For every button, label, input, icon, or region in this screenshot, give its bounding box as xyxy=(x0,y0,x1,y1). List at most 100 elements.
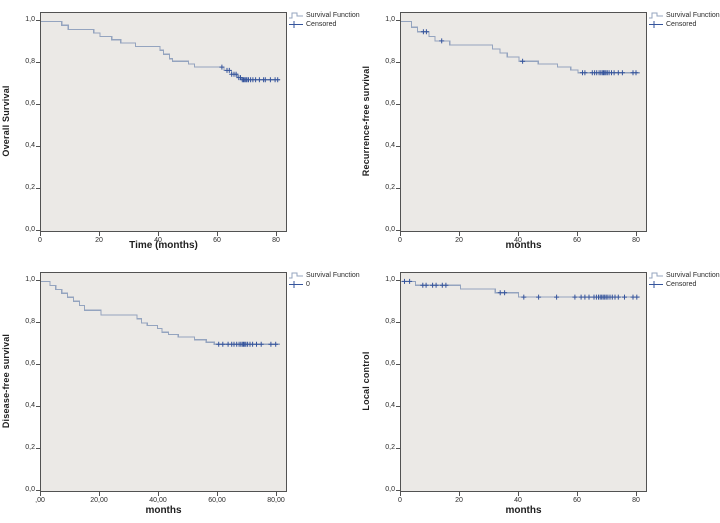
y-tick xyxy=(36,188,40,189)
y-tick-label: 0,6 xyxy=(25,100,35,107)
legend: Survival Function Censored xyxy=(288,11,360,29)
x-tick-label: 20,00 xyxy=(90,497,108,504)
legend-item-survival-function: Survival Function xyxy=(288,271,360,280)
x-tick xyxy=(636,232,637,236)
x-tick xyxy=(276,492,277,496)
y-axis-label: Disease-free survival xyxy=(1,333,11,429)
x-tick xyxy=(459,492,460,496)
y-tick xyxy=(396,280,400,281)
plot-area xyxy=(400,272,647,492)
y-tick xyxy=(396,406,400,407)
x-tick-label: 20 xyxy=(95,237,103,244)
y-tick xyxy=(396,490,400,491)
legend-item-censored: Censored xyxy=(288,20,360,29)
y-tick-label: 0,0 xyxy=(25,486,35,493)
plus-glyph-icon xyxy=(649,281,663,288)
y-tick xyxy=(36,146,40,147)
censored-marks xyxy=(402,278,640,300)
legend-label: Survival Function xyxy=(666,12,720,19)
x-tick xyxy=(400,492,401,496)
y-tick xyxy=(396,188,400,189)
y-tick-label: 0,4 xyxy=(385,142,395,149)
legend-label: Survival Function xyxy=(666,272,720,279)
x-axis-label: months xyxy=(505,240,542,251)
x-tick xyxy=(99,232,100,236)
y-tick-label: 0,0 xyxy=(25,226,35,233)
x-tick xyxy=(217,492,218,496)
censored-plus-icon xyxy=(219,64,281,83)
y-tick-label: 1,0 xyxy=(25,16,35,23)
plus-glyph-icon xyxy=(289,281,303,288)
x-tick-label: 80 xyxy=(632,237,640,244)
censored-marks xyxy=(219,64,281,83)
x-tick-label: 20 xyxy=(455,237,463,244)
panel-overall-survival: Overall Survival Time (months) Survival … xyxy=(0,0,360,260)
x-tick xyxy=(99,492,100,496)
y-tick-label: 0,2 xyxy=(25,184,35,191)
survival-plot-canvas xyxy=(41,20,281,83)
y-tick-label: 1,0 xyxy=(385,276,395,283)
x-tick-label: 80,00 xyxy=(267,497,285,504)
y-tick-label: 0,8 xyxy=(25,58,35,65)
x-tick xyxy=(158,232,159,236)
survival-plot-canvas xyxy=(401,278,641,300)
x-axis-label: Time (months) xyxy=(129,240,198,251)
x-tick xyxy=(518,232,519,236)
y-axis-label: Overall Survival xyxy=(1,85,11,157)
x-tick-label: 40 xyxy=(154,237,162,244)
x-tick-label: 40,00 xyxy=(149,497,167,504)
y-tick xyxy=(396,364,400,365)
x-tick xyxy=(577,232,578,236)
legend-label: Censored xyxy=(666,281,697,288)
legend-item-censored: Censored xyxy=(648,280,720,289)
y-tick-label: 0,2 xyxy=(385,184,395,191)
x-tick-label: 40 xyxy=(514,237,522,244)
censored-marks xyxy=(216,341,279,347)
x-tick xyxy=(577,492,578,496)
y-tick-label: 0,8 xyxy=(385,318,395,325)
y-axis-label: Recurrence-free survival xyxy=(361,65,371,177)
legend-label: Censored xyxy=(306,21,337,28)
y-tick xyxy=(36,20,40,21)
survival-curve xyxy=(401,20,641,74)
y-tick xyxy=(36,230,40,231)
y-tick xyxy=(36,104,40,105)
y-tick xyxy=(36,62,40,63)
x-tick xyxy=(217,232,218,236)
y-tick xyxy=(396,146,400,147)
y-tick xyxy=(396,230,400,231)
y-tick-label: 0,4 xyxy=(25,402,35,409)
survival-plot-canvas xyxy=(41,280,281,347)
x-tick-label: 0 xyxy=(398,497,402,504)
y-tick-label: 0,6 xyxy=(385,360,395,367)
x-tick-label: 80 xyxy=(632,497,640,504)
legend: Survival Function Censored xyxy=(648,11,720,29)
x-axis-label: months xyxy=(145,505,182,516)
y-tick-label: 0,2 xyxy=(385,444,395,451)
legend-item-survival-function: Survival Function xyxy=(288,11,360,20)
legend-label: Censored xyxy=(666,21,697,28)
y-tick-label: 0,2 xyxy=(25,444,35,451)
y-tick xyxy=(36,406,40,407)
x-tick-label: 80 xyxy=(272,237,280,244)
x-tick-label: ,00 xyxy=(35,497,45,504)
y-tick xyxy=(36,322,40,323)
y-tick xyxy=(36,448,40,449)
legend-item-censored: Censored xyxy=(648,20,720,29)
y-tick-label: 0,8 xyxy=(385,58,395,65)
x-tick-label: 20 xyxy=(455,497,463,504)
legend-item-survival-function: Survival Function xyxy=(648,271,720,280)
x-tick xyxy=(636,492,637,496)
x-tick xyxy=(40,492,41,496)
x-tick xyxy=(518,492,519,496)
y-tick-label: 0,0 xyxy=(385,486,395,493)
y-tick-label: 0,6 xyxy=(25,360,35,367)
x-tick-label: 60,00 xyxy=(208,497,226,504)
y-tick xyxy=(396,20,400,21)
censored-marks xyxy=(420,29,639,76)
survival-curve xyxy=(401,280,641,298)
censored-plus-icon xyxy=(420,29,639,76)
panel-disease-free-survival: Disease-free survival months Survival Fu… xyxy=(0,260,360,523)
x-tick xyxy=(158,492,159,496)
y-tick-label: 0,0 xyxy=(385,226,395,233)
